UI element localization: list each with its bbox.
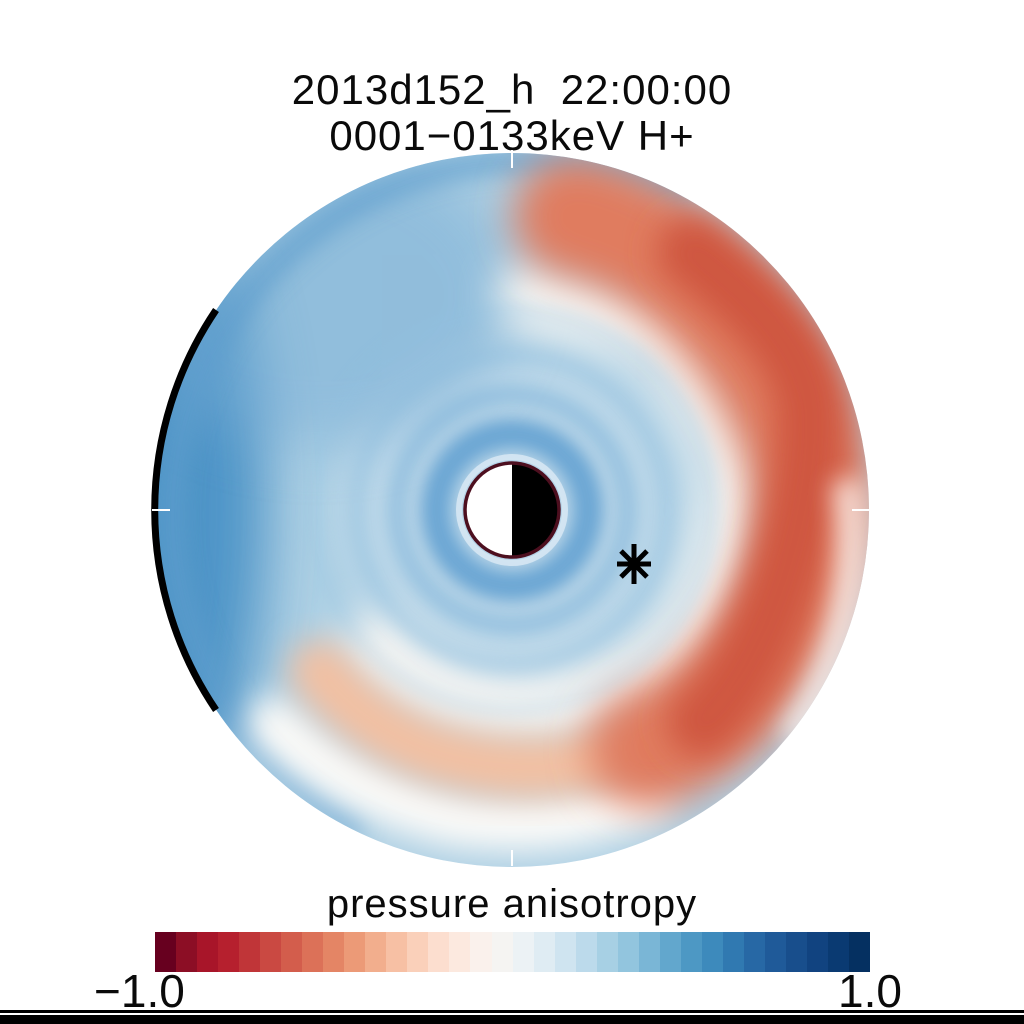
colorbar-segment [323,932,345,972]
colorbar-segment [575,932,597,972]
asterisk-marker [617,544,651,584]
colorbar-segment [386,932,408,972]
colorbar-segment [470,932,492,972]
colorbar-segment [491,932,513,972]
colorbar-segment [743,932,765,972]
colorbar-segment [806,932,828,972]
peach-spiral-tail [289,640,634,799]
colorbar-segment [849,932,871,972]
colorbar-segment [239,932,261,972]
colorbar-segment [533,932,555,972]
colorbar-segment [365,932,387,972]
colorbar-segment [428,932,450,972]
bottom-border-line [0,1013,1024,1015]
ring-current-ring [421,419,603,601]
colorbar-segment [659,932,681,972]
colorbar-segment [617,932,639,972]
colorbar-title: pressure anisotropy [326,882,698,926]
colorbar-segment [344,932,366,972]
left-top-rim-band [162,153,695,838]
colorbar [155,932,871,972]
colorbar-segment [176,932,198,972]
colorbar-segment [281,932,303,972]
colorbar-segment [197,932,219,972]
colorbar-segment [155,932,177,972]
earth-outline [463,461,561,559]
colorbar-segment [701,932,723,972]
plot-title-line2: 0001−0133keV H+ [329,112,695,159]
colorbar-segment [512,932,534,972]
earth-halo [456,454,568,566]
ring-current-ring-outer [388,386,636,634]
red-crescent-core [657,216,848,758]
colorbar-segment [449,932,471,972]
colorbar-segment [407,932,429,972]
earth-symbol [463,461,561,559]
colorbar-segment [260,932,282,972]
colorbar-segment [722,932,744,972]
plot-title-line1: 2013d152_h 22:00:00 [291,66,733,113]
earth-nightside [512,463,559,557]
colorbar-segment [554,932,576,972]
bottom-border-bar [0,1010,1024,1024]
colorbar-segment [596,932,618,972]
colorbar-segment [828,932,850,972]
bottom-outer-white-band [246,696,674,852]
colorbar-segment [218,932,240,972]
faint-ring [350,348,674,672]
colorbar-segment [785,932,807,972]
colorbar-segment [680,932,702,972]
colorbar-max-label: 1.0 [838,965,902,1017]
colorbar-segment [302,932,324,972]
faint-ring-outer [306,304,718,716]
colorbar-segment [764,932,786,972]
colorbar-segment [638,932,660,972]
colorbar-min-label: −1.0 [94,965,185,1017]
